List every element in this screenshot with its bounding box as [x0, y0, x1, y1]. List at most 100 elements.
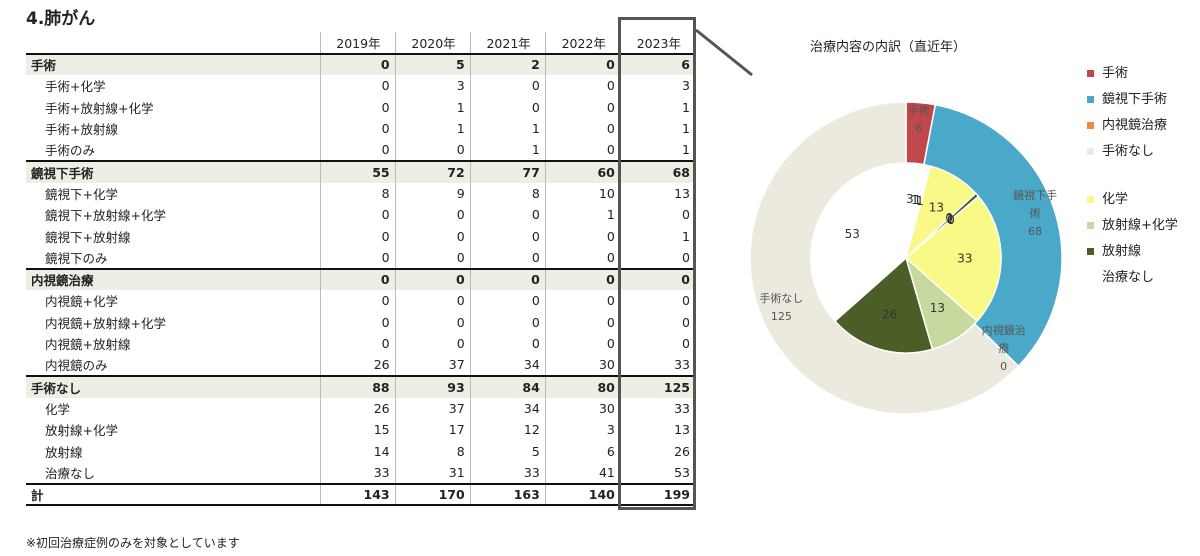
row-label: 手術+化学: [26, 75, 321, 97]
value-cell: 1: [395, 96, 471, 118]
value-cell: 77: [470, 160, 546, 183]
value-cell: 84: [470, 375, 546, 398]
value-cell: 0: [320, 247, 396, 269]
table-row: 内視鏡+放射線+化学 0 0 0 0 0: [26, 311, 697, 333]
value-cell: 17: [395, 419, 471, 441]
inner-slice-value-label: 26: [882, 308, 897, 322]
legend-label: 治療なし: [1102, 270, 1155, 285]
value-cell: 13: [620, 182, 697, 204]
value-cell: 0: [395, 267, 471, 290]
table-row: 放射線+化学 15 17 12 3 13: [26, 419, 697, 441]
value-cell: 0: [395, 311, 471, 333]
legend-item: 治療なし: [1087, 266, 1154, 285]
value-cell: 0: [470, 267, 546, 290]
inner-slice-value-label: 1: [946, 212, 954, 226]
value-cell: 0: [545, 267, 621, 290]
value-cell: 37: [395, 397, 471, 419]
table-row: 放射線 14 8 5 6 26: [26, 440, 697, 462]
value-cell: 2: [470, 52, 546, 75]
legend-item: 放射線: [1087, 240, 1141, 259]
table-row: 内視鏡のみ 26 37 34 30 33: [26, 354, 697, 376]
value-cell: 30: [545, 354, 621, 376]
row-label: 鏡視下+放射線+化学: [26, 204, 321, 226]
inner-slice-value-label: 0: [947, 213, 955, 227]
value-cell: 72: [395, 160, 471, 183]
table-row: 手術+放射線+化学 0 1 0 0 1: [26, 96, 697, 118]
row-label: 鏡視下+化学: [26, 182, 321, 204]
value-cell: 26: [320, 397, 396, 419]
table-group-row: 鏡視下手術 55 72 77 60 68: [26, 160, 697, 183]
inner-slice-value-label: 33: [957, 252, 972, 266]
value-cell: 34: [470, 397, 546, 419]
value-cell: 170: [395, 482, 471, 506]
legend-swatch: [1087, 196, 1094, 203]
outer-slice-label: 手術なし 125: [759, 291, 803, 323]
value-cell: 0: [470, 311, 546, 333]
table-row: 鏡視下+放射線 0 0 0 0 1: [26, 225, 697, 247]
value-cell: 93: [395, 375, 471, 398]
value-cell: 0: [395, 139, 471, 161]
inner-ring-slice: [810, 162, 907, 323]
value-cell: 0: [320, 96, 396, 118]
value-cell: 163: [470, 482, 546, 506]
table-row: 手術+放射線 0 1 1 0 1: [26, 118, 697, 140]
value-cell: 0: [320, 204, 396, 226]
value-cell: 0: [320, 75, 396, 97]
table-row: 治療なし 33 31 33 41 53: [26, 462, 697, 484]
footnote: ※初回治療症例のみを対象としています: [26, 536, 240, 550]
value-cell: 0: [320, 333, 396, 355]
value-cell: 8: [470, 182, 546, 204]
row-label: 手術+放射線: [26, 118, 321, 140]
value-cell: 6: [620, 52, 697, 75]
value-cell: 26: [620, 440, 697, 462]
row-label: 放射線: [26, 440, 321, 462]
value-cell: 0: [470, 75, 546, 97]
legend-label: 放射線: [1102, 244, 1142, 259]
value-cell: 5: [395, 52, 471, 75]
inner-slice-value-label: 0: [945, 211, 953, 225]
latest-year-highlight-box: [618, 17, 696, 510]
inner-slice-value-label: 1: [916, 194, 924, 208]
value-cell: 3: [395, 75, 471, 97]
value-cell: 26: [320, 354, 396, 376]
value-cell: 0: [395, 225, 471, 247]
legend-label: 鏡視下手術: [1102, 92, 1168, 107]
legend-label: 内視鏡治療: [1102, 118, 1168, 133]
value-cell: 1: [395, 118, 471, 140]
value-cell: 55: [320, 160, 396, 183]
value-cell: 14: [320, 440, 396, 462]
value-cell: 9: [395, 182, 471, 204]
legend-label: 手術なし: [1102, 144, 1155, 159]
value-cell: 0: [320, 267, 396, 290]
legend-swatch: [1087, 148, 1094, 155]
row-label: 内視鏡+放射線+化学: [26, 311, 321, 333]
table-row: 手術のみ 0 0 1 0 1: [26, 139, 697, 161]
value-cell: 88: [320, 375, 396, 398]
value-cell: 0: [395, 333, 471, 355]
outer-slice-label: 手術 6: [908, 103, 930, 135]
inner-slice-value-label: 13: [930, 301, 945, 315]
value-cell: 0: [395, 247, 471, 269]
value-cell: 33: [620, 397, 697, 419]
treatment-table: 2019年 2020年 2021年 2022年 2023年 手術 0 5 2 0 6 手術+…: [26, 32, 697, 506]
value-cell: 0: [470, 96, 546, 118]
row-label: 治療なし: [26, 462, 321, 484]
table-row: 内視鏡+放射線 0 0 0 0 0: [26, 333, 697, 355]
inner-slice-value-label: 0: [947, 213, 955, 227]
row-label: 鏡視下手術: [26, 160, 321, 183]
table-group-row: 手術なし 88 93 84 80 125: [26, 375, 697, 398]
value-cell: 1: [470, 139, 546, 161]
legend-item: 手術なし: [1087, 140, 1154, 159]
value-cell: 0: [320, 290, 396, 312]
value-cell: 60: [545, 160, 621, 183]
legend-label: 手術: [1102, 66, 1129, 81]
legend-swatch: [1087, 96, 1094, 103]
row-label: 内視鏡+化学: [26, 290, 321, 312]
inner-slice-value-label: 3: [906, 192, 914, 206]
table-row: 手術+化学 0 3 0 0 3: [26, 75, 697, 97]
value-cell: 80: [545, 375, 621, 398]
value-cell: 34: [470, 354, 546, 376]
value-cell: 0: [320, 225, 396, 247]
value-cell: 0: [320, 311, 396, 333]
